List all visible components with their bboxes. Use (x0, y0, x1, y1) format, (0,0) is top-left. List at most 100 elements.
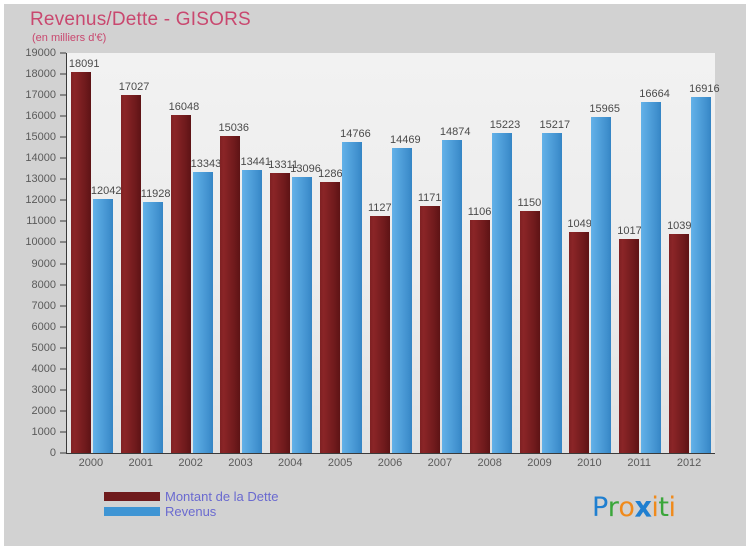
bar-dette-2008[interactable] (469, 220, 490, 453)
bar-revenus-2004[interactable] (292, 177, 313, 453)
y-tick-mark (60, 389, 66, 391)
bar-revenus-2009[interactable] (541, 132, 562, 453)
bar-value-label: 15223 (489, 118, 521, 131)
bar-dette-2007[interactable] (419, 206, 440, 453)
y-tick-label: 15000 (25, 131, 56, 144)
x-tick-label: 2008 (477, 457, 502, 469)
bar-value-label: 12042 (90, 185, 122, 198)
y-tick-label: 12000 (25, 194, 56, 207)
bar-value-label: 1150 (517, 196, 542, 209)
bar-revenus-2002[interactable] (192, 172, 213, 453)
y-tick-mark (60, 220, 66, 222)
y-tick-label: 16000 (25, 110, 56, 123)
bar-dette-2000[interactable] (70, 72, 91, 453)
bar-value-label: 14874 (439, 125, 471, 138)
x-tick-label: 2009 (527, 457, 552, 469)
y-tick-label: 14000 (25, 152, 56, 165)
x-tick-label: 2003 (228, 457, 253, 469)
logo-letter: x (634, 491, 652, 524)
y-tick-label: 8000 (31, 278, 56, 291)
bar-dette-2003[interactable] (220, 136, 241, 453)
y-axis: 0 1000 2000 3000 4000 5000 6000 7000 8000 9000 100… (4, 47, 66, 459)
x-tick-label: 2007 (427, 457, 453, 469)
y-tick-mark (60, 368, 66, 370)
bar-dette-2012[interactable] (669, 234, 690, 453)
bar-dette-2011[interactable] (619, 238, 640, 453)
y-tick-mark (60, 326, 66, 328)
bar-dette-2005[interactable] (320, 182, 341, 453)
legend-item-revenus[interactable]: Revenus (104, 505, 278, 520)
x-tick-label: 2004 (278, 457, 303, 469)
bar-value-label: 1127 (368, 201, 392, 214)
bar-revenus-2000[interactable] (92, 199, 113, 453)
logo-letter: o (618, 492, 635, 523)
legend-swatch-dette-icon (104, 492, 160, 501)
bar-revenus-2005[interactable] (342, 142, 363, 453)
bar-value-label: 18091 (68, 58, 100, 71)
bar-dette-2006[interactable] (370, 215, 390, 453)
bar-dette-2004[interactable] (270, 172, 291, 453)
y-tick-label: 9000 (31, 257, 56, 270)
bar-value-label: 13441 (240, 156, 272, 169)
chart-subtitle: (en milliers d'€) (32, 32, 107, 44)
x-tick-label: 2002 (178, 457, 203, 469)
page-title: Revenus/Dette - GISORS (30, 9, 251, 30)
y-tick-mark (60, 347, 66, 349)
legend-swatch-revenus-icon (104, 507, 160, 516)
legend-item-dette[interactable]: Montant de la Dette (104, 490, 278, 505)
bar-revenus-2003[interactable] (242, 170, 263, 453)
y-tick-mark (60, 431, 66, 433)
x-tick-label: 2000 (78, 457, 104, 469)
bar-value-label: 11928 (140, 187, 171, 200)
y-tick-mark (60, 178, 66, 180)
y-tick-label: 17000 (25, 89, 56, 102)
bar-value-label: 15036 (218, 122, 250, 135)
bar-value-label: 16664 (639, 88, 670, 101)
x-tick-label: 2010 (577, 457, 602, 469)
bar-value-label: 1286 (318, 168, 343, 181)
bar-revenus-2007[interactable] (441, 139, 462, 453)
bar-value-label: 14766 (340, 128, 371, 141)
bar-dette-2010[interactable] (569, 232, 590, 453)
logo-letter: P (592, 492, 608, 523)
legend-label-revenus: Revenus (165, 504, 217, 519)
bar-value-label: 15217 (539, 118, 571, 131)
x-axis: 2000 2001 2002 2003 2004 2005 2006 2007 2008 2009… (66, 455, 714, 477)
y-tick-mark (60, 199, 66, 201)
bar-revenus-2012[interactable] (691, 96, 712, 453)
y-tick-mark (60, 136, 66, 138)
y-tick-label: 18000 (25, 68, 56, 81)
logo-letter: r (607, 492, 619, 523)
bar-value-label: 15965 (589, 102, 620, 115)
proxiti-logo[interactable]: Proxiti (592, 491, 676, 524)
y-tick-mark (60, 410, 66, 412)
x-tick-label: 2006 (377, 457, 403, 469)
bar-value-label: 1017 (617, 224, 642, 237)
bar-dette-2009[interactable] (519, 210, 540, 453)
bar-value-label: 13311 (268, 158, 299, 171)
x-tick-label: 2001 (128, 457, 154, 469)
y-tick-label: 3000 (31, 383, 56, 396)
y-tick-mark (60, 305, 66, 307)
x-tick-label: 2005 (327, 457, 353, 469)
x-tick-label: 2012 (676, 457, 702, 469)
bar-revenus-2011[interactable] (641, 102, 662, 453)
x-tick-label: 2011 (627, 457, 652, 469)
y-tick-mark (60, 73, 66, 75)
y-tick-mark (60, 52, 66, 54)
y-tick-label: 13000 (25, 173, 56, 186)
y-tick-mark (60, 157, 66, 159)
bar-revenus-2006[interactable] (392, 148, 412, 453)
bar-revenus-2001[interactable] (142, 201, 163, 453)
bar-value-label: 16048 (168, 101, 200, 114)
y-tick-label: 7000 (31, 299, 56, 312)
bar-revenus-2008[interactable] (491, 132, 512, 453)
logo-letter: i (651, 492, 659, 523)
y-tick-label: 6000 (31, 320, 56, 333)
bar-dette-2001[interactable] (120, 94, 141, 453)
bar-dette-2002[interactable] (170, 115, 191, 453)
y-tick-mark (60, 263, 66, 265)
bar-revenus-2010[interactable] (591, 116, 612, 453)
y-tick-label: 19000 (25, 47, 56, 59)
